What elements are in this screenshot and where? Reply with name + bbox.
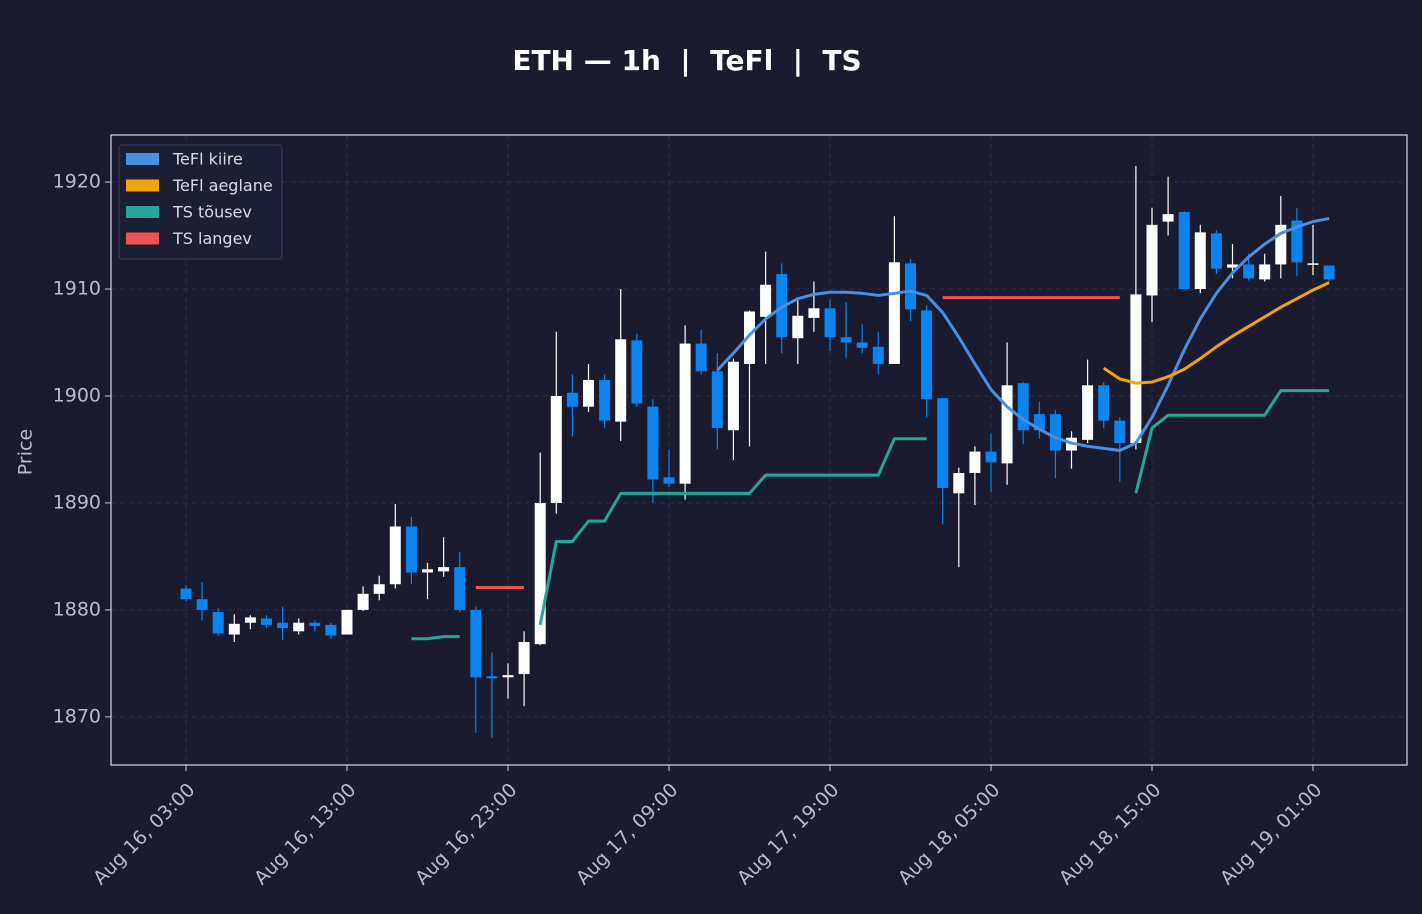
chart-title: ETH — 1h | TeFl | TS	[512, 44, 861, 77]
candle-body	[1210, 233, 1222, 269]
candle-body	[1323, 265, 1335, 280]
candle-body	[760, 284, 772, 317]
candle-body	[985, 451, 997, 463]
candle-body	[1259, 264, 1271, 280]
series-line	[1102, 281, 1330, 385]
candle-body	[550, 395, 562, 503]
candle-body	[711, 371, 723, 429]
candle-body	[389, 526, 401, 585]
candle-body	[1194, 232, 1206, 290]
candle-body	[615, 339, 627, 422]
candle-body	[937, 398, 949, 488]
candle-body	[1082, 385, 1094, 440]
candle-body	[373, 584, 385, 594]
candle-body	[583, 379, 594, 407]
candle-body	[277, 622, 289, 629]
candle-body	[534, 502, 546, 645]
candle-body	[695, 343, 707, 372]
candle-body	[727, 361, 739, 431]
candle-body	[921, 310, 933, 400]
candle-body	[566, 392, 578, 407]
legend-label: TeFl kiire	[172, 150, 243, 169]
candle-body	[1049, 414, 1061, 451]
candle-body	[1275, 224, 1287, 265]
y-tick-label: 1890	[53, 491, 101, 513]
candle-body	[228, 623, 240, 635]
legend-label: TeFl aeglane	[172, 176, 273, 195]
candle-body	[888, 262, 900, 364]
candle-body	[486, 676, 498, 679]
legend-label: TS langev	[172, 229, 252, 248]
legend-swatch	[126, 153, 159, 165]
candle-body	[1130, 294, 1142, 444]
candle-body	[953, 472, 965, 494]
candle-body	[1162, 214, 1174, 222]
candle-body	[1227, 264, 1238, 268]
y-tick-label: 1880	[53, 598, 101, 620]
candle-body	[212, 612, 224, 634]
candle-body	[663, 477, 675, 484]
y-axis-label: Price	[15, 429, 37, 475]
candle-body	[438, 567, 450, 572]
candle-body	[744, 311, 755, 364]
candle-body	[518, 641, 530, 675]
candle-body	[840, 337, 852, 343]
series-line	[538, 437, 927, 626]
candle-body	[792, 315, 804, 339]
candle-body	[196, 599, 208, 610]
candle-body	[856, 342, 868, 348]
candle-body	[309, 622, 321, 626]
candle-body	[1033, 414, 1045, 431]
plot-frame	[110, 134, 1408, 766]
candle-body	[1243, 264, 1255, 279]
candle-body	[631, 340, 643, 404]
candle-body	[1114, 420, 1126, 444]
candle-body	[1146, 224, 1158, 296]
candle-body	[1017, 383, 1029, 431]
candle-body	[824, 308, 836, 338]
candle-body	[470, 609, 482, 678]
legend-swatch	[126, 232, 159, 245]
candle-body	[647, 406, 659, 480]
y-tick-label: 1910	[53, 278, 101, 300]
legend-label: TS tõusev	[172, 203, 252, 222]
y-tick-label: 1870	[53, 705, 101, 727]
y-tick-label: 1920	[53, 171, 101, 193]
candle-body	[905, 263, 916, 310]
candle-body	[422, 569, 433, 573]
series-line	[716, 216, 1330, 453]
candle-body	[405, 526, 417, 573]
candle-body	[969, 451, 981, 473]
candle-body	[341, 609, 353, 635]
candle-body	[1291, 220, 1303, 263]
candle-body	[1178, 212, 1190, 290]
candle-body	[325, 624, 337, 636]
series-line	[411, 635, 460, 641]
candle-body	[244, 617, 256, 623]
series-line	[1134, 389, 1330, 494]
candle-body	[261, 618, 272, 625]
candle-body	[357, 593, 369, 610]
y-tick-label: 1900	[53, 384, 101, 406]
candle-body	[454, 567, 466, 610]
legend-swatch	[126, 206, 159, 218]
legend-swatch	[126, 179, 159, 192]
candle-body	[1098, 385, 1110, 421]
candle-body	[599, 379, 611, 421]
candle-body	[1001, 385, 1013, 464]
candle-body	[679, 343, 691, 484]
legend-box	[118, 144, 283, 260]
candle-body	[180, 588, 192, 600]
candle-body	[1307, 263, 1319, 265]
candle-body	[293, 622, 305, 632]
candle-body	[872, 346, 884, 364]
candle-body	[502, 675, 514, 678]
candle-body	[808, 308, 820, 318]
